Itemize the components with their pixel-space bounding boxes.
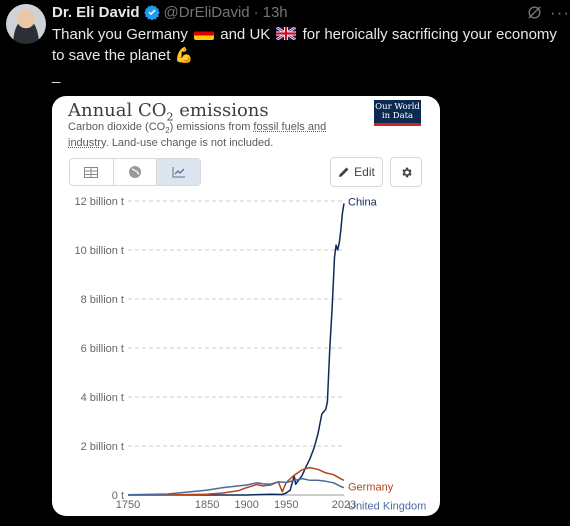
verified-badge-icon[interactable]: [143, 4, 160, 20]
author-avatar[interactable]: [6, 4, 46, 44]
pencil-icon: [339, 167, 349, 177]
view-toggle: [69, 158, 201, 186]
y-tick-label: 2 billion t: [81, 441, 124, 453]
subtitle-link: fossil fuels and industry: [68, 121, 327, 150]
edit-button[interactable]: Edit: [330, 157, 383, 187]
chart-image-card[interactable]: Annual CO2 emissions Carbon dioxide (CO2…: [52, 96, 440, 516]
x-tick-label: 1850: [195, 499, 219, 511]
flexed-biceps-icon: 💪: [174, 47, 194, 64]
china-series-line: [128, 203, 345, 496]
owid-logo: Our World in Data: [374, 100, 421, 126]
tweet-text-part2: and UK: [220, 26, 271, 43]
globe-icon: [129, 166, 141, 178]
y-tick-label: 4 billion t: [81, 392, 124, 404]
edit-button-label: Edit: [354, 165, 375, 179]
map-view-button[interactable]: [114, 159, 158, 185]
germany-flag-icon: [194, 27, 215, 40]
chart-title: Annual CO2 emissions: [68, 100, 269, 124]
united-kingdom-series-line: [127, 477, 345, 496]
table-icon: [84, 166, 99, 178]
tweet-text: Thank you Germany and UK for heroically …: [52, 24, 564, 66]
x-tick-label: 1900: [234, 499, 258, 511]
y-tick-label: 8 billion t: [81, 294, 124, 306]
y-tick-label: 10 billion t: [74, 245, 124, 257]
tweet-text-part3: for heroically sacrificing your economy …: [52, 26, 557, 64]
uk-flag-icon: [276, 27, 297, 40]
y-tick-label: 6 billion t: [81, 343, 124, 355]
emissions-line-chart: 0 t 2 billion t 4 billion t 6 billion t 8 bi…: [74, 196, 426, 513]
separator-dot: ·: [253, 3, 259, 21]
grok-icon[interactable]: [526, 4, 543, 21]
table-view-button[interactable]: [70, 159, 114, 185]
tweet-header: Dr. Eli David @DrEliDavid · 13h: [52, 3, 288, 21]
germany-series-label: Germany: [348, 481, 394, 493]
x-tick-label: 1750: [116, 499, 140, 511]
y-tick-label: 12 billion t: [74, 196, 124, 208]
germany-series-line: [127, 466, 345, 496]
author-name[interactable]: Dr. Eli David: [52, 3, 140, 21]
tweet-text-part1: Thank you Germany: [52, 26, 188, 43]
chart-subtitle: Carbon dioxide (CO2) emissions from foss…: [68, 121, 327, 150]
y-tick-label: 0 t: [112, 490, 124, 502]
chart-view-button[interactable]: [157, 159, 201, 185]
x-tick-label: 2023: [332, 499, 356, 511]
author-handle[interactable]: @DrEliDavid: [163, 3, 250, 21]
gear-icon: [401, 167, 412, 177]
united-kingdom-series-label: United Kingdom: [348, 501, 426, 513]
settings-button[interactable]: [390, 157, 422, 187]
x-tick-label: 1950: [274, 499, 298, 511]
china-series-label: China: [348, 196, 378, 208]
timestamp[interactable]: 13h: [262, 3, 288, 21]
tweet-text-line2: _: [52, 67, 61, 84]
more-options-icon[interactable]: ···: [550, 3, 570, 22]
line-chart-icon: [172, 167, 185, 178]
